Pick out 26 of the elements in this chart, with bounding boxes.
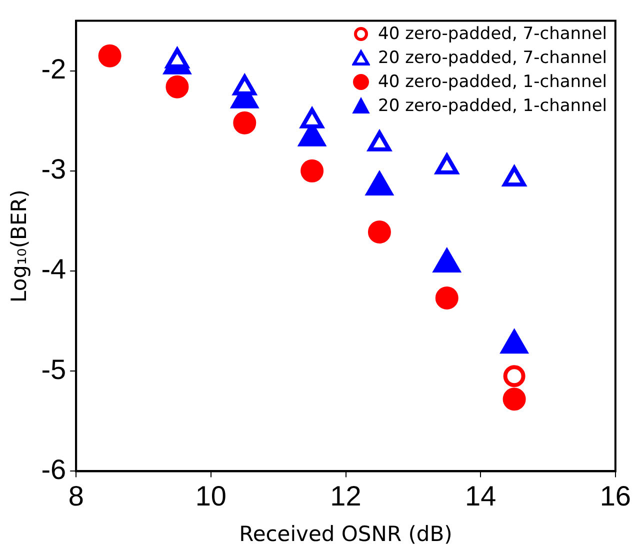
point: [435, 286, 458, 310]
y-tick-label: -5: [41, 354, 66, 385]
x-tick-label: 10: [195, 480, 227, 512]
point: [502, 166, 526, 186]
y-tick-label: -2: [41, 54, 66, 85]
x-axis-title: Received OSNR (dB): [239, 522, 452, 546]
y-tick-label: -6: [41, 454, 66, 485]
legend-label: 20 zero-padded, 1-channel: [378, 96, 607, 116]
x-tick-label: 16: [600, 480, 632, 512]
point: [300, 108, 324, 128]
point: [435, 154, 458, 174]
point: [233, 74, 256, 96]
point: [368, 130, 391, 152]
y-tick-label: -4: [41, 254, 66, 285]
point: [502, 388, 526, 411]
legend-label: 20 zero-padded, 7-channel: [378, 48, 607, 68]
point: [368, 220, 391, 244]
legend-label: 40 zero-padded, 7-channel: [378, 24, 607, 44]
point: [166, 48, 189, 68]
x-tick-label: 12: [330, 480, 362, 512]
legend-label: 40 zero-padded, 1-channel: [378, 72, 607, 92]
y-tick-label: -3: [41, 154, 66, 185]
point: [503, 365, 526, 388]
y-axis-title: Log₁₀(BER): [7, 190, 32, 302]
x-tick-label: 14: [465, 480, 496, 512]
x-tick-label: 8: [68, 480, 84, 512]
